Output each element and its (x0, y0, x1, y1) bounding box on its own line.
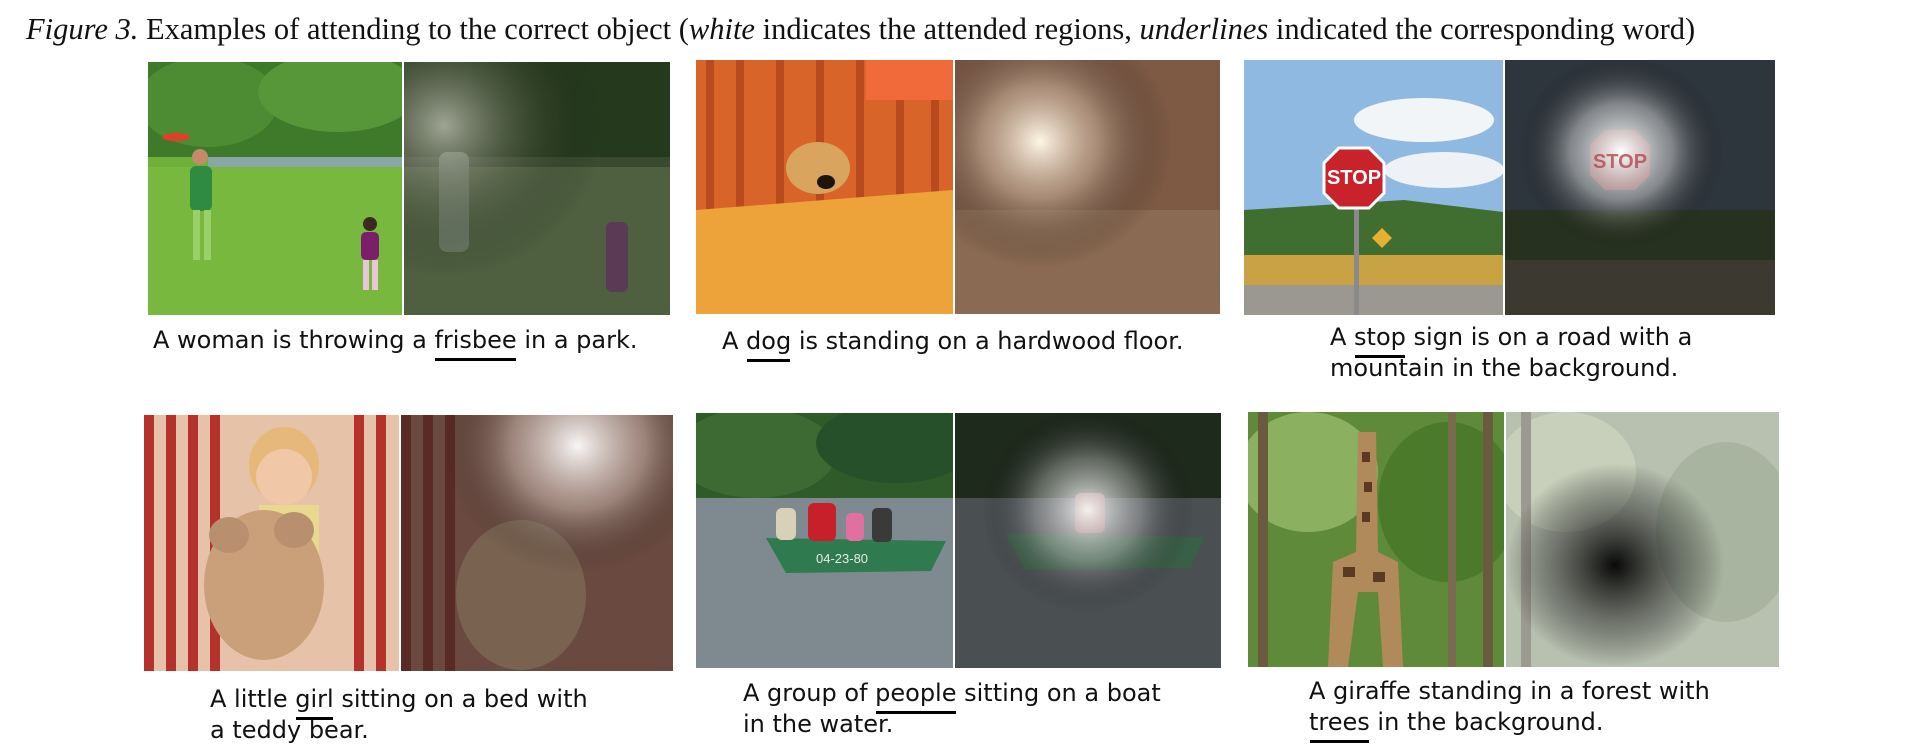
caption-trees-line-1: A giraffe standing in a forest with (1309, 677, 1710, 705)
attention-map-trees (1506, 412, 1779, 667)
example-trees-images (1248, 412, 1779, 667)
boat-number-text: 04-23-80 (816, 551, 868, 566)
photo-frisbee (148, 62, 402, 315)
caption-dog: A dog is standing on a hardwood floor. (722, 327, 1184, 362)
caption-text-1: Examples of attending to the correct obj… (138, 12, 689, 46)
photo-stop-sign: STOP (1244, 60, 1503, 315)
caption-trees-line-2: trees in the background. (1309, 708, 1604, 743)
caption-people: A group of people sitting on a boat in t… (743, 678, 1161, 740)
attended-word-trees: trees (1309, 708, 1370, 743)
caption-frisbee: A woman is throwing a frisbee in a park. (153, 326, 638, 361)
attention-map-people (955, 413, 1221, 668)
attention-map-stop-sign: STOP (1505, 60, 1775, 315)
photo-giraffe-forest (1248, 412, 1504, 667)
caption-text-2: indicates the attended regions, (754, 12, 1140, 46)
attention-map-girl (401, 415, 673, 671)
attention-map-dog (955, 60, 1220, 314)
caption-white: white (688, 12, 755, 46)
stop-sign-text: STOP (1327, 167, 1381, 189)
example-people-images: 04-23-80 (696, 413, 1221, 668)
photo-girl-teddy (144, 415, 399, 671)
caption-underlines: underlines (1139, 12, 1269, 46)
figure-caption: Figure 3. Examples of attending to the c… (26, 12, 1906, 47)
attended-word-stop: stop (1354, 323, 1406, 358)
example-dog-images (696, 60, 1220, 314)
caption-people-line-2: in the water. (743, 710, 894, 738)
caption-trees: A giraffe standing in a forest with tree… (1309, 676, 1710, 743)
caption-girl-line-1: A little girl sitting on a bed with (210, 685, 588, 720)
attended-word-frisbee: frisbee (434, 326, 517, 361)
caption-stop-line-1: A stop sign is on a road with a (1330, 323, 1693, 358)
photo-people-boat: 04-23-80 (696, 413, 953, 668)
caption-stop: A stop sign is on a road with a mountain… (1330, 322, 1692, 384)
example-frisbee-images (148, 62, 670, 315)
caption-people-line-1: A group of people sitting on a boat (743, 679, 1161, 714)
stop-sign-text-faded: STOP (1593, 151, 1647, 173)
photo-dog (696, 60, 953, 314)
caption-stop-line-2: mountain in the background. (1330, 354, 1679, 382)
example-girl-images (144, 415, 673, 671)
figure-label: Figure 3. (26, 12, 139, 46)
example-stop-images: STOP STOP (1244, 60, 1775, 315)
attention-map-frisbee (404, 62, 670, 315)
caption-girl: A little girl sitting on a bed with a te… (210, 684, 588, 746)
attended-word-girl: girl (295, 685, 334, 720)
attended-word-people: people (875, 679, 957, 714)
caption-girl-line-2: a teddy bear. (210, 716, 369, 744)
attended-word-dog: dog (746, 327, 792, 362)
caption-text-3: indicated the corresponding word) (1268, 12, 1696, 46)
